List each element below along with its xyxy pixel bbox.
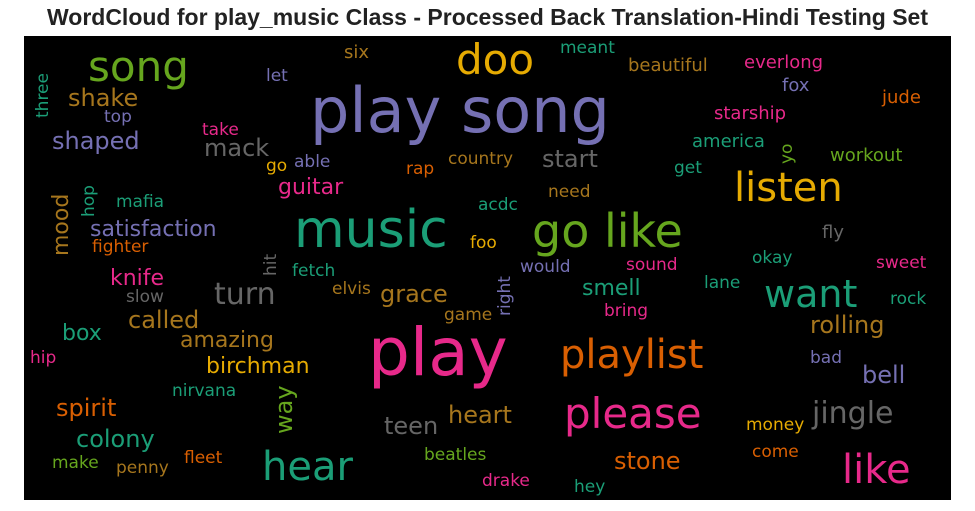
word-mood: mood (49, 194, 74, 256)
word-guitar: guitar (278, 175, 344, 200)
wordcloud-canvas: play song play music go like song doo listen wa… (24, 36, 951, 500)
word-fleet: fleet (184, 448, 223, 468)
word-rap: rap (406, 159, 434, 179)
word-get: get (674, 158, 702, 178)
chart-title: WordCloud for play_music Class - Process… (46, 4, 929, 30)
word-beatles: beatles (424, 445, 487, 465)
word-elvis: elvis (332, 279, 371, 299)
word-grace: grace (380, 280, 448, 308)
word-money: money (746, 415, 804, 435)
word-let: let (266, 66, 288, 86)
word-heart: heart (448, 401, 512, 429)
word-three: three (33, 73, 53, 118)
word-song: song (88, 42, 189, 91)
word-birchman: birchman (206, 354, 310, 379)
word-take: take (202, 120, 239, 140)
word-teen: teen (384, 412, 438, 440)
word-sweet: sweet (876, 253, 927, 273)
word-acdc: acdc (478, 195, 518, 215)
word-bell: bell (862, 361, 905, 389)
word-spirit: spirit (56, 394, 116, 422)
word-go-like: go like (532, 204, 683, 258)
word-six: six (344, 42, 369, 63)
word-want: want (764, 272, 857, 316)
word-mack: mack (204, 134, 269, 162)
word-lane: lane (704, 273, 740, 293)
word-colony: colony (76, 425, 155, 453)
word-workout: workout (830, 145, 902, 166)
word-fly: fly (822, 222, 844, 243)
word-right: right (495, 276, 515, 316)
word-play-song: play song (310, 74, 610, 147)
word-nirvana: nirvana (172, 381, 236, 401)
word-sound: sound (626, 255, 678, 275)
word-america: america (692, 131, 765, 152)
word-playlist: playlist (560, 332, 703, 378)
word-everlong: everlong (744, 52, 823, 73)
word-shaped: shaped (52, 127, 140, 155)
word-need: need (548, 182, 590, 202)
word-top: top (104, 107, 132, 127)
word-music: music (294, 200, 448, 260)
word-beautiful: beautiful (628, 55, 708, 76)
word-rock: rock (890, 289, 926, 309)
word-drake: drake (482, 471, 530, 491)
word-hop: hop (79, 185, 99, 217)
word-hit: hit (261, 254, 281, 276)
word-bring: bring (604, 301, 648, 321)
word-come: come (752, 442, 799, 462)
word-please: please (564, 389, 702, 438)
word-game: game (444, 305, 492, 325)
word-yo: yo (777, 144, 797, 164)
word-knife: knife (110, 266, 164, 291)
word-starship: starship (714, 103, 786, 124)
word-okay: okay (752, 248, 792, 268)
wordcloud-svg: play song play music go like song doo listen wa… (30, 36, 927, 497)
word-fetch: fetch (292, 261, 335, 281)
word-make: make (52, 453, 99, 473)
word-hey: hey (574, 477, 605, 497)
word-satisfaction: satisfaction (90, 217, 217, 242)
word-go: go (266, 156, 287, 176)
word-would: would (520, 257, 571, 277)
word-box: box (62, 321, 102, 346)
word-amazing: amazing (180, 328, 274, 353)
word-play: play (368, 314, 508, 391)
word-jude: jude (881, 87, 921, 108)
word-stone: stone (614, 447, 681, 475)
word-country: country (448, 149, 513, 169)
word-doo: doo (456, 36, 534, 84)
word-like: like (842, 447, 911, 493)
word-able: able (294, 152, 330, 172)
word-way: way (270, 385, 298, 434)
word-fox: fox (782, 75, 810, 96)
word-hip: hip (30, 348, 56, 368)
word-fighter: fighter (92, 237, 148, 257)
word-turn: turn (214, 277, 276, 312)
word-bad: bad (810, 348, 842, 368)
word-called: called (128, 306, 199, 334)
word-listen: listen (734, 165, 843, 211)
word-smell: smell (582, 276, 641, 301)
word-meant: meant (560, 38, 615, 58)
word-penny: penny (116, 458, 169, 478)
word-foo: foo (470, 233, 497, 253)
word-start: start (542, 145, 598, 173)
word-jingle: jingle (811, 396, 894, 431)
word-rolling: rolling (810, 311, 884, 339)
word-mafia: mafia (116, 192, 164, 212)
word-slow: slow (126, 287, 164, 307)
word-hear: hear (262, 444, 353, 490)
word-shake: shake (68, 84, 138, 112)
